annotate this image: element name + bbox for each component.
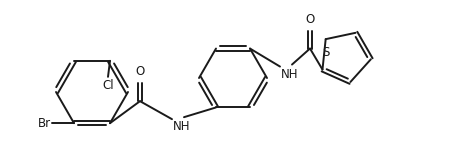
Text: Cl: Cl [102, 79, 114, 92]
Text: O: O [306, 13, 315, 26]
Text: O: O [135, 65, 144, 78]
Text: NH: NH [173, 120, 190, 133]
Text: NH: NH [281, 68, 299, 81]
Text: S: S [322, 46, 329, 59]
Text: Br: Br [38, 117, 51, 130]
